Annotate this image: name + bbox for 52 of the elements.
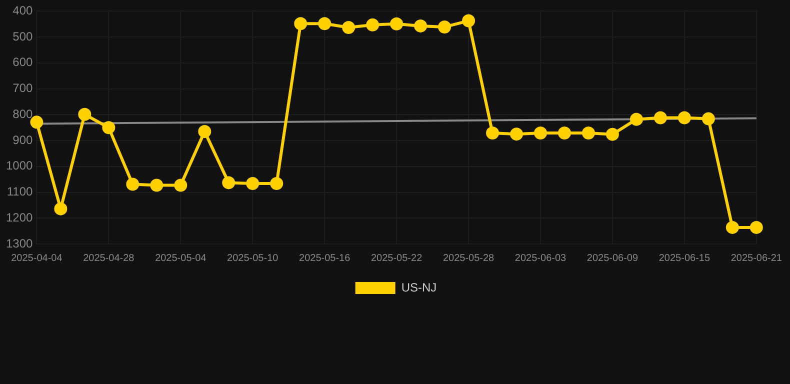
x-tick-label: 2025-05-10 (227, 252, 279, 264)
point (630, 112, 643, 126)
point (558, 126, 571, 140)
point (534, 126, 548, 140)
point (726, 220, 739, 234)
point (390, 17, 404, 30)
point (462, 14, 476, 28)
y-tick-label: 800 (12, 106, 34, 121)
x-tick-label: 2025-06-15 (658, 252, 710, 264)
point (198, 124, 212, 138)
y-tick-label: 900 (12, 132, 34, 147)
point (150, 178, 164, 192)
x-tick-label: 2025-04-28 (83, 252, 135, 264)
point (270, 176, 284, 190)
point (582, 126, 595, 140)
point (78, 108, 92, 121)
point (342, 20, 356, 34)
point (174, 178, 188, 192)
point (510, 128, 524, 141)
point (318, 17, 332, 30)
point (366, 18, 380, 32)
y-tick-label: 500 (12, 29, 34, 44)
point (606, 128, 619, 141)
y-tick-label: 1100 (6, 184, 34, 199)
legend-label: US-NJ (401, 280, 437, 294)
x-tick-label: 2025-05-16 (299, 252, 351, 264)
x-tick-label: 2025-06-09 (586, 252, 638, 264)
y-tick-label: 700 (12, 81, 34, 96)
point (678, 111, 691, 124)
y-tick-label: 600 (12, 55, 34, 70)
point (102, 121, 116, 134)
point (414, 19, 428, 32)
y-tick-label: 1200 (6, 210, 34, 224)
point (54, 202, 68, 216)
x-tick-label: 2025-05-22 (370, 252, 423, 264)
x-tick-label: 2025-06-21 (730, 252, 782, 264)
y-tick-label: 1300 (6, 236, 34, 250)
point (750, 220, 763, 234)
point (222, 176, 236, 190)
y-tick-label: 1000 (6, 158, 34, 173)
point (246, 176, 260, 190)
x-tick-label: 2025-04-04 (11, 252, 63, 264)
point (294, 17, 308, 30)
point (654, 111, 667, 124)
point (702, 112, 715, 126)
x-tick-label: 2025-05-28 (442, 252, 495, 264)
y-tick-label: 400 (12, 4, 34, 18)
point (438, 20, 452, 34)
x-tick-label: 2025-05-04 (155, 252, 207, 264)
point (486, 126, 500, 140)
point (126, 178, 140, 191)
x-tick-label: 2025-06-03 (514, 252, 567, 264)
